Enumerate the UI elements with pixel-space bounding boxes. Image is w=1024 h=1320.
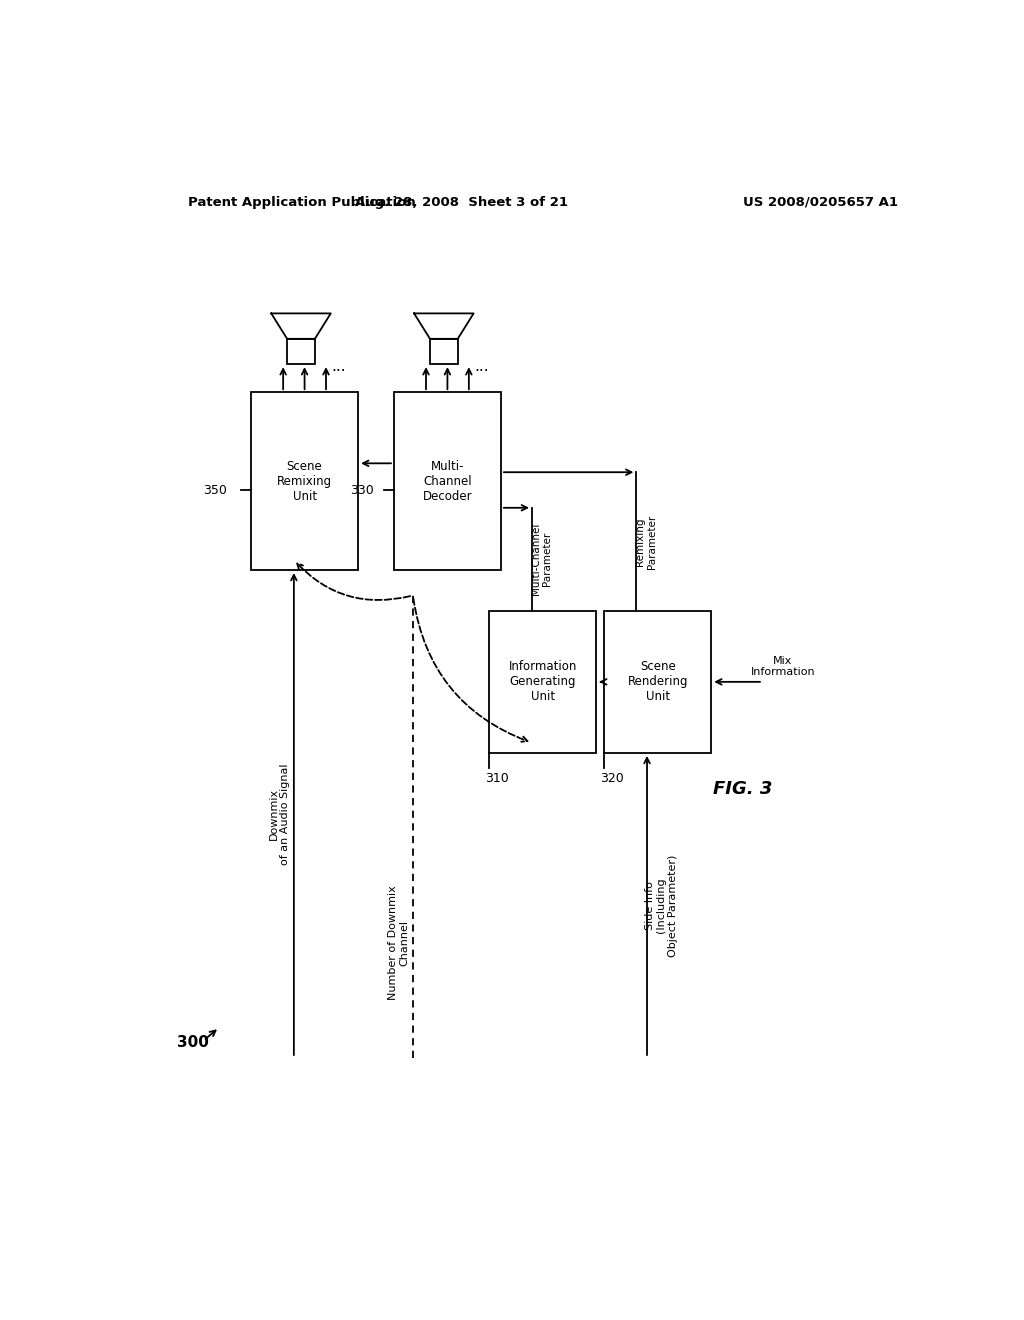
Bar bbox=[394, 392, 501, 570]
Text: ...: ... bbox=[474, 359, 489, 375]
Text: Number of Downmix
Channel: Number of Downmix Channel bbox=[388, 886, 410, 1001]
Text: Patent Application Publication: Patent Application Publication bbox=[187, 195, 416, 209]
Text: Scene
Remixing
Unit: Scene Remixing Unit bbox=[278, 459, 332, 503]
Text: US 2008/0205657 A1: US 2008/0205657 A1 bbox=[743, 195, 898, 209]
Text: Multi-
Channel
Decoder: Multi- Channel Decoder bbox=[423, 459, 472, 503]
Bar bbox=[430, 339, 458, 364]
Text: 350: 350 bbox=[204, 483, 227, 496]
Text: Mix
Information: Mix Information bbox=[751, 656, 815, 677]
Text: Information
Generating
Unit: Information Generating Unit bbox=[509, 660, 577, 704]
Bar bbox=[604, 611, 712, 752]
Text: 300: 300 bbox=[177, 1035, 209, 1051]
Text: 310: 310 bbox=[485, 772, 509, 785]
Text: Downmix
of an Audio Signal: Downmix of an Audio Signal bbox=[268, 763, 291, 865]
Bar bbox=[489, 611, 596, 752]
Text: Multi-Channel
Parameter: Multi-Channel Parameter bbox=[530, 523, 552, 595]
Bar bbox=[251, 392, 358, 570]
Text: 320: 320 bbox=[600, 772, 624, 785]
Text: Side Info
(Including
Object Parameter): Side Info (Including Object Parameter) bbox=[645, 854, 678, 957]
Text: Aug. 28, 2008  Sheet 3 of 21: Aug. 28, 2008 Sheet 3 of 21 bbox=[354, 195, 568, 209]
Text: Remixing
Parameter: Remixing Parameter bbox=[635, 515, 656, 569]
Text: 330: 330 bbox=[350, 483, 374, 496]
Text: FIG. 3: FIG. 3 bbox=[714, 780, 773, 797]
Text: ...: ... bbox=[332, 359, 346, 375]
Bar bbox=[287, 339, 315, 364]
Text: Scene
Rendering
Unit: Scene Rendering Unit bbox=[628, 660, 688, 704]
